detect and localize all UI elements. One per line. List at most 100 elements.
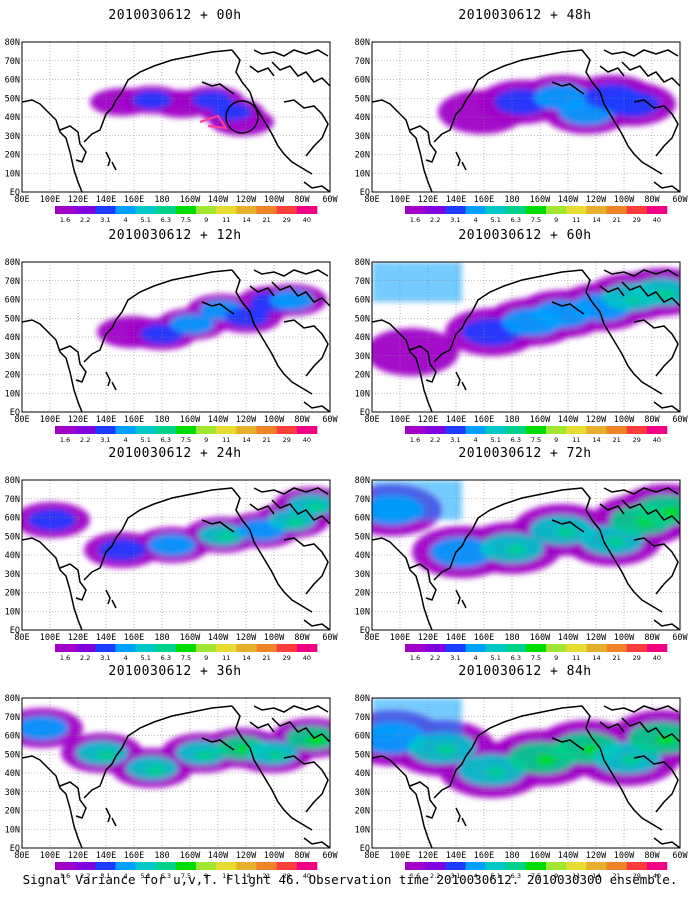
- signal-contour: [170, 314, 214, 334]
- map-panel: 2010030612 + 72h 80N 70N 60N 50N 40N 30N 20N 10N…: [350, 438, 700, 660]
- lon-tick-label: 140W: [558, 415, 579, 425]
- panel-title: 2010030612 + 72h: [458, 446, 592, 461]
- colorbar-label: 7.5: [531, 436, 541, 442]
- coastline: [599, 721, 625, 733]
- colorbar-label: 7.5: [531, 654, 541, 660]
- colorbar-label: 7.5: [181, 872, 191, 878]
- colorbar-label: 29: [283, 872, 291, 878]
- colorbar-swatch: [485, 206, 507, 214]
- signal-contour: [98, 539, 146, 561]
- lat-tick-label: 80N: [5, 476, 20, 486]
- colorbar-swatch: [566, 426, 587, 434]
- map-panel: 2010030612 + 12h 80N 70N 60N 50N 40N 30N 20N 10N…: [0, 220, 350, 442]
- lat-tick-label: 40N: [5, 769, 20, 779]
- colorbar-label: 1.6: [410, 216, 420, 222]
- colorbar-swatch: [95, 862, 116, 870]
- colorbar-swatch: [55, 426, 76, 434]
- lon-tick-label: 100E: [40, 633, 60, 643]
- colorbar-label: 4: [123, 216, 127, 222]
- colorbar-swatch: [216, 206, 237, 214]
- coastline: [621, 499, 680, 525]
- colorbar-label: 29: [633, 872, 641, 878]
- lon-tick-label: 180: [504, 851, 519, 861]
- colorbar-swatch: [135, 862, 157, 870]
- flight-track: [199, 114, 229, 130]
- colorbar-swatch: [115, 206, 136, 214]
- colorbar-label: 1.6: [60, 654, 70, 660]
- lat-tick-label: 30N: [355, 352, 370, 362]
- coastline: [283, 537, 329, 595]
- coastline: [409, 563, 437, 601]
- colorbar-label: 29: [633, 436, 641, 442]
- colorbar-swatch: [256, 644, 277, 652]
- coastline: [201, 301, 235, 315]
- colorbar-swatch: [485, 862, 507, 870]
- panel-title: 2010030612 + 12h: [108, 228, 242, 243]
- colorbar-swatch: [546, 862, 567, 870]
- map-panel: 2010030612 + 60h 80N 70N 60N 50N 40N 30N 20N 10N…: [350, 220, 700, 442]
- signal-contour: [372, 328, 459, 376]
- colorbar-label: 11: [572, 872, 580, 878]
- coastline: [231, 269, 313, 395]
- colorbar-swatch: [425, 644, 446, 652]
- panel-title: 2010030612 + 36h: [108, 664, 242, 679]
- colorbar-label: 40: [653, 872, 661, 878]
- colorbar-label: 7.5: [181, 216, 191, 222]
- colorbar-label: 14: [242, 216, 250, 222]
- colorbar-label: 11: [222, 654, 230, 660]
- lon-tick-label: 160E: [124, 633, 144, 643]
- lon-tick-label: 120W: [586, 633, 607, 643]
- coastline: [105, 807, 117, 827]
- colorbar-swatch: [55, 862, 76, 870]
- lon-tick-label: 100E: [40, 415, 60, 425]
- lat-tick-label: 30N: [5, 352, 20, 362]
- lon-tick-label: 100W: [614, 851, 635, 861]
- coastline: [271, 717, 330, 743]
- lon-tick-label: 100E: [390, 633, 410, 643]
- lon-tick-label: 160E: [124, 851, 144, 861]
- colorbar-swatch: [586, 426, 607, 434]
- colorbar-swatch: [505, 426, 527, 434]
- lat-tick-label: 80N: [355, 38, 370, 48]
- lat-tick-label: 20N: [5, 589, 20, 599]
- coastline: [581, 705, 663, 831]
- lon-tick-label: 120E: [68, 415, 88, 425]
- colorbar-label: 9: [204, 436, 208, 442]
- lat-tick-label: 80N: [5, 258, 20, 268]
- lat-tick-label: EQ: [10, 408, 20, 418]
- lat-tick-label: EQ: [360, 626, 370, 636]
- colorbar-swatch: [216, 426, 237, 434]
- colorbar-label: 5.1: [141, 654, 151, 660]
- lat-tick-label: 30N: [5, 570, 20, 580]
- lon-tick-label: 140W: [208, 415, 229, 425]
- colorbar-label: 4: [123, 436, 127, 442]
- coastline: [105, 589, 117, 609]
- coastline: [22, 755, 83, 848]
- lat-tick-label: 60N: [5, 514, 20, 524]
- colorbar-swatch: [525, 426, 547, 434]
- lat-tick-label: 50N: [355, 314, 370, 324]
- lon-tick-label: 160E: [124, 195, 144, 205]
- colorbar-label: 11: [572, 216, 580, 222]
- colorbar-label: 9: [554, 216, 558, 222]
- signal-contour: [266, 750, 286, 760]
- coastline: [231, 487, 313, 613]
- lon-tick-label: 60W: [322, 415, 338, 425]
- lat-tick-label: 50N: [5, 314, 20, 324]
- signal-contour: [132, 91, 172, 109]
- lat-tick-label: 60N: [355, 514, 370, 524]
- signal-contour: [196, 750, 216, 760]
- lat-tick-label: 80N: [355, 258, 370, 268]
- lon-tick-label: 140E: [96, 195, 116, 205]
- lon-tick-label: 180: [504, 633, 519, 643]
- signal-contour: [604, 91, 660, 117]
- lon-tick-label: 100E: [390, 851, 410, 861]
- colorbar-swatch: [175, 206, 197, 214]
- colorbar-label: 21: [262, 872, 270, 878]
- colorbar-swatch: [485, 426, 507, 434]
- lat-tick-label: 80N: [5, 38, 20, 48]
- lat-tick-label: 20N: [355, 151, 370, 161]
- colorbar-swatch: [236, 644, 257, 652]
- colorbar-swatch: [425, 206, 446, 214]
